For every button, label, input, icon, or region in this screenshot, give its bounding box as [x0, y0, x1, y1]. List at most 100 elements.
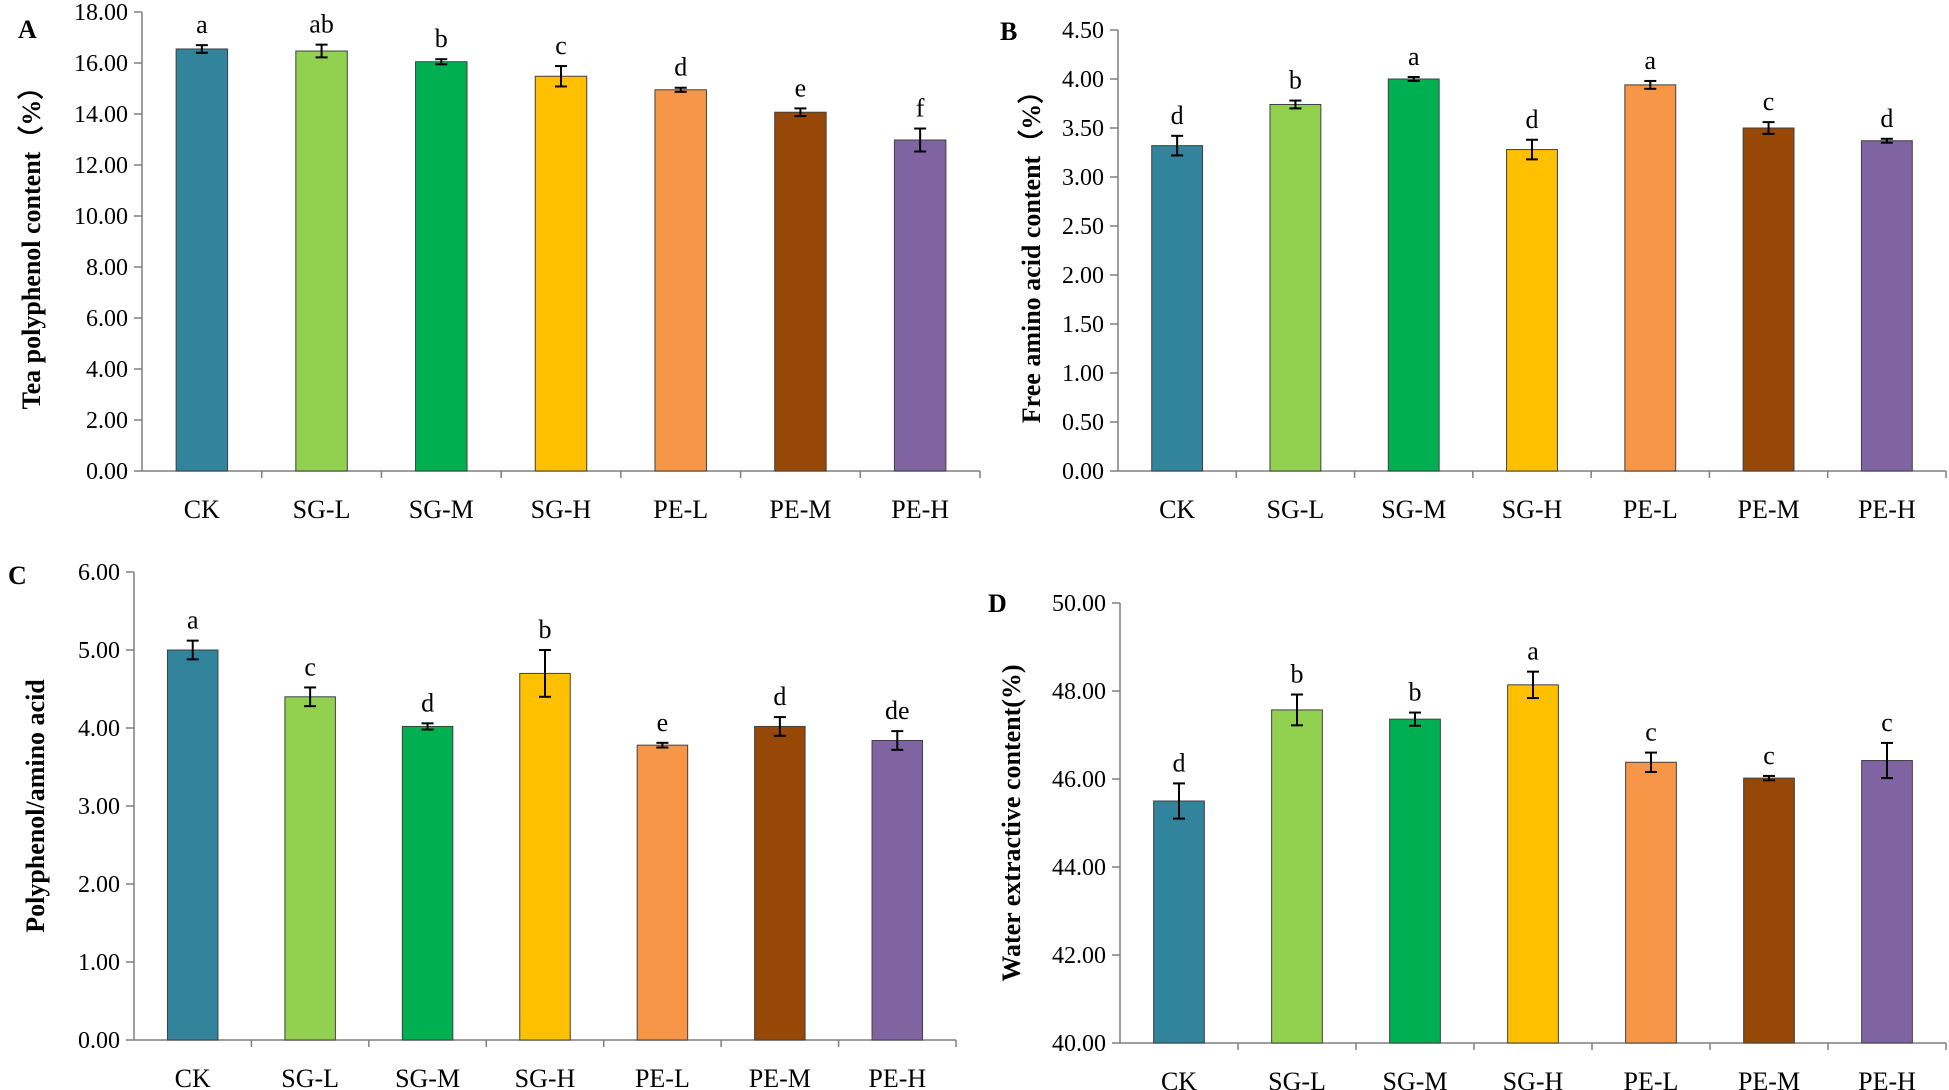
y-axis-title: Tea polyphenol content（%） — [17, 74, 46, 410]
x-category-label: PE-H — [1858, 1067, 1916, 1090]
bar-sg-m — [401, 725, 454, 1041]
bar-pe-h — [1860, 140, 1913, 472]
x-category-label: PE-L — [635, 1064, 690, 1090]
significance-label: ab — [309, 10, 334, 39]
bar-sg-m — [1387, 78, 1440, 472]
y-tick-label: 16.00 — [74, 51, 128, 77]
bar-pe-m — [1742, 127, 1795, 472]
y-tick-label: 1.00 — [1062, 361, 1104, 387]
y-tick-label: 10.00 — [74, 204, 128, 230]
x-category-label: SG-H — [515, 1064, 576, 1090]
significance-label: d — [1880, 104, 1893, 133]
y-tick-label: 5.00 — [78, 638, 120, 664]
x-category-label: CK — [184, 495, 220, 524]
significance-label: e — [657, 708, 669, 737]
significance-label: c — [1763, 87, 1775, 116]
chart-panel-b: B Free amino acid content（%） 0.00 0.50 1.00 1… — [1000, 17, 1947, 524]
y-tick-label: 3.50 — [1062, 116, 1104, 142]
y-tick-label: 0.00 — [78, 1028, 120, 1054]
significance-label: d — [674, 53, 687, 82]
significance-label: b — [539, 615, 552, 644]
panel-letter: D — [988, 589, 1007, 618]
x-category-label: SG-H — [531, 495, 592, 524]
y-tick-label: 48.00 — [1052, 679, 1106, 705]
panel-letter: A — [18, 15, 37, 44]
significance-label: b — [1409, 678, 1422, 707]
bar-pe-l — [1625, 761, 1677, 1044]
x-category-label: SG-M — [1382, 1067, 1447, 1090]
significance-label: c — [1645, 718, 1657, 747]
significance-label: c — [1881, 708, 1893, 737]
significance-label: d — [1173, 748, 1186, 777]
bar-sg-h — [1507, 684, 1559, 1044]
bar-pe-m — [774, 111, 827, 472]
significance-label: d — [1171, 101, 1184, 130]
x-category-label: PE-H — [1858, 495, 1916, 524]
x-category-label: PE-H — [868, 1064, 926, 1090]
y-tick-label: 14.00 — [74, 102, 128, 128]
y-tick-label: 3.00 — [1062, 165, 1104, 191]
x-category-label: PE-L — [653, 495, 708, 524]
y-tick-label: 4.00 — [1062, 67, 1104, 93]
bar-pe-l — [1624, 84, 1677, 472]
significance-label: e — [795, 73, 807, 102]
y-tick-label: 0.50 — [1062, 410, 1104, 436]
x-category-label: SG-L — [1267, 495, 1325, 524]
significance-label: c — [1763, 741, 1775, 770]
significance-label: c — [555, 31, 567, 60]
y-tick-label: 12.00 — [74, 153, 128, 179]
y-tick-label: 4.00 — [86, 357, 128, 383]
y-tick-label: 2.00 — [1062, 263, 1104, 289]
y-axis-title: Water extractive content(%) — [997, 664, 1026, 981]
bar-pe-m — [754, 725, 806, 1041]
significance-label: b — [1291, 660, 1304, 689]
y-tick-label: 2.00 — [78, 872, 120, 898]
x-category-label: SG-H — [1502, 495, 1563, 524]
bar-sg-l — [295, 50, 348, 472]
bar-pe-h — [1861, 760, 1913, 1044]
y-tick-label: 2.50 — [1062, 214, 1104, 240]
y-tick-label: 1.00 — [78, 950, 120, 976]
y-tick-label: 4.00 — [78, 716, 120, 742]
bar-pe-h — [871, 739, 924, 1041]
y-tick-label: 40.00 — [1052, 1031, 1106, 1057]
y-axis-title: Polyphenol/amino acid — [21, 679, 50, 933]
x-category-label: PE-L — [1623, 495, 1678, 524]
bar-pe-l — [636, 744, 689, 1041]
y-axis-title: Free amino acid content（%） — [1017, 78, 1046, 423]
bar-pe-m — [1743, 777, 1795, 1044]
y-tick-label: 46.00 — [1052, 767, 1106, 793]
x-category-label: CK — [1159, 495, 1195, 524]
chart-panel-c: C Polyphenol/amino acid 0.00 1.00 2.00 3.00 4.… — [8, 560, 957, 1090]
bar-ck — [166, 649, 219, 1041]
bar-ck — [175, 48, 229, 472]
x-category-label: SG-M — [409, 495, 474, 524]
y-tick-label: 0.00 — [1062, 459, 1104, 485]
bar-pe-l — [654, 89, 707, 472]
y-tick-label: 50.00 — [1052, 591, 1106, 617]
x-category-label: PE-M — [1738, 495, 1800, 524]
bar-sg-m — [415, 61, 468, 472]
significance-label: d — [773, 682, 786, 711]
x-category-label: SG-L — [281, 1064, 339, 1090]
y-tick-label: 4.50 — [1062, 18, 1104, 44]
bar-ck — [1151, 145, 1204, 472]
x-category-label: SG-M — [395, 1064, 460, 1090]
bar-sg-l — [1271, 709, 1323, 1044]
significance-label: a — [1645, 46, 1657, 75]
y-tick-label: 6.00 — [86, 306, 128, 332]
y-tick-label: 42.00 — [1052, 943, 1106, 969]
significance-label: f — [916, 94, 925, 123]
significance-label: a — [1527, 637, 1539, 666]
x-category-label: CK — [1161, 1067, 1197, 1090]
significance-label: d — [421, 688, 434, 717]
x-category-label: PE-H — [891, 495, 949, 524]
y-tick-label: 8.00 — [86, 255, 128, 281]
x-category-label: SG-H — [1503, 1067, 1564, 1090]
significance-label: c — [304, 652, 316, 681]
bar-sg-h — [519, 672, 571, 1041]
chart-panel-d: D Water extractive content(%) 40.00 42.00 44… — [988, 589, 1947, 1090]
significance-label: de — [885, 696, 910, 725]
bar-sg-h — [534, 75, 588, 472]
